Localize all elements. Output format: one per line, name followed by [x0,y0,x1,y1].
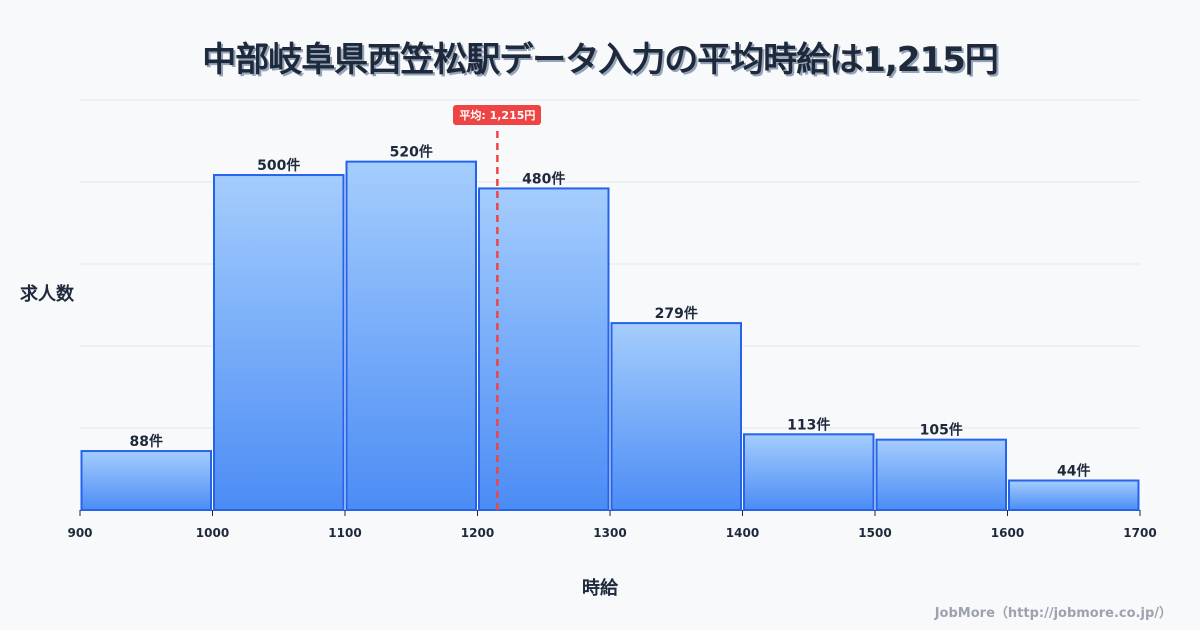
x-tick-label: 1600 [991,526,1024,540]
histogram-bar[interactable] [1008,479,1140,512]
bar-value-label: 44件 [1057,463,1090,480]
y-axis-label: 求人数 [20,284,74,305]
bar-value-label: 480件 [522,170,565,187]
x-tick-label: 1400 [726,526,759,540]
histogram-bar[interactable] [875,438,1007,511]
mean-badge: 平均: 1,215円 [453,105,542,125]
bar-value-label: 105件 [920,422,963,439]
x-axis-ticks: 900 1000 1100 1200 1300 1400 1500 1600 1700 [67,510,1157,540]
x-tick-label: 1100 [328,526,361,540]
credit-text: JobMore（http://jobmore.co.jp/） [934,606,1172,621]
bar-value-label: 520件 [390,144,433,161]
bar-value-label: 500件 [257,157,300,174]
x-tick-label: 1700 [1123,526,1156,540]
histogram-bar[interactable] [345,160,477,512]
histogram-bar[interactable] [478,187,610,511]
bar-value-label: 88件 [130,433,163,450]
histogram-bar[interactable] [743,433,875,512]
x-tick-label: 1200 [461,526,494,540]
x-tick-label: 1300 [593,526,626,540]
bars: 88件 500件 520件 480件 279件 113件 105件 44件 [80,144,1140,512]
x-axis-label: 時給 [582,578,618,599]
x-tick-label: 900 [67,526,92,540]
chart-title: 中部岐阜県西笠松駅データ入力の平均時給は1,215円 [202,40,999,80]
bar-value-label: 113件 [787,416,830,433]
x-tick-label: 1500 [858,526,891,540]
histogram-bar[interactable] [610,322,742,511]
x-tick-label: 1000 [196,526,229,540]
histogram-bar[interactable] [80,450,212,511]
histogram-bar[interactable] [213,174,345,511]
bar-value-label: 279件 [655,305,698,322]
